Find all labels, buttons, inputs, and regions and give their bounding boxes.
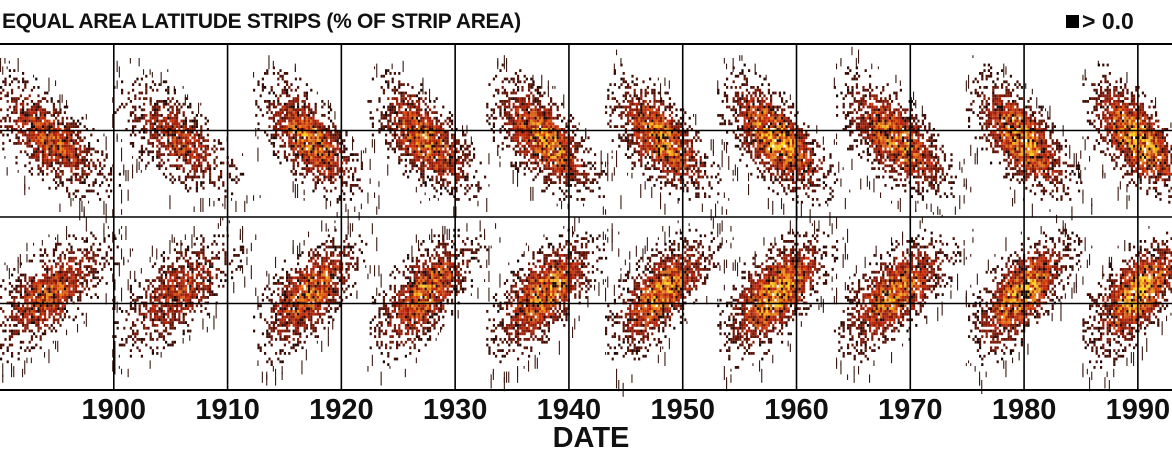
x-axis-label: DATE [553, 422, 630, 450]
x-tick-1910: 1910 [195, 394, 260, 426]
grid-lines [0, 43, 1172, 391]
x-tick-1930: 1930 [423, 394, 488, 426]
legend-label: > 0.0 [1082, 8, 1134, 34]
x-tick-1980: 1980 [992, 394, 1057, 426]
legend-swatch [1066, 15, 1079, 28]
x-tick-1970: 1970 [878, 394, 943, 426]
x-tick-1900: 1900 [82, 394, 147, 426]
x-tick-1940: 1940 [537, 394, 602, 426]
legend: > 0.0 [1066, 8, 1134, 35]
x-tick-1920: 1920 [309, 394, 374, 426]
x-tick-1990: 1990 [1106, 394, 1171, 426]
x-tick-labels: 1900 1910 1920 1930 1940 1950 1960 1970 1980 1990 [82, 394, 1171, 426]
chart-title: EQUAL AREA LATITUDE STRIPS (% OF STRIP A… [2, 10, 521, 33]
x-tick-1960: 1960 [764, 394, 829, 426]
x-tick-1950: 1950 [650, 394, 715, 426]
data-cells [0, 46, 1172, 397]
